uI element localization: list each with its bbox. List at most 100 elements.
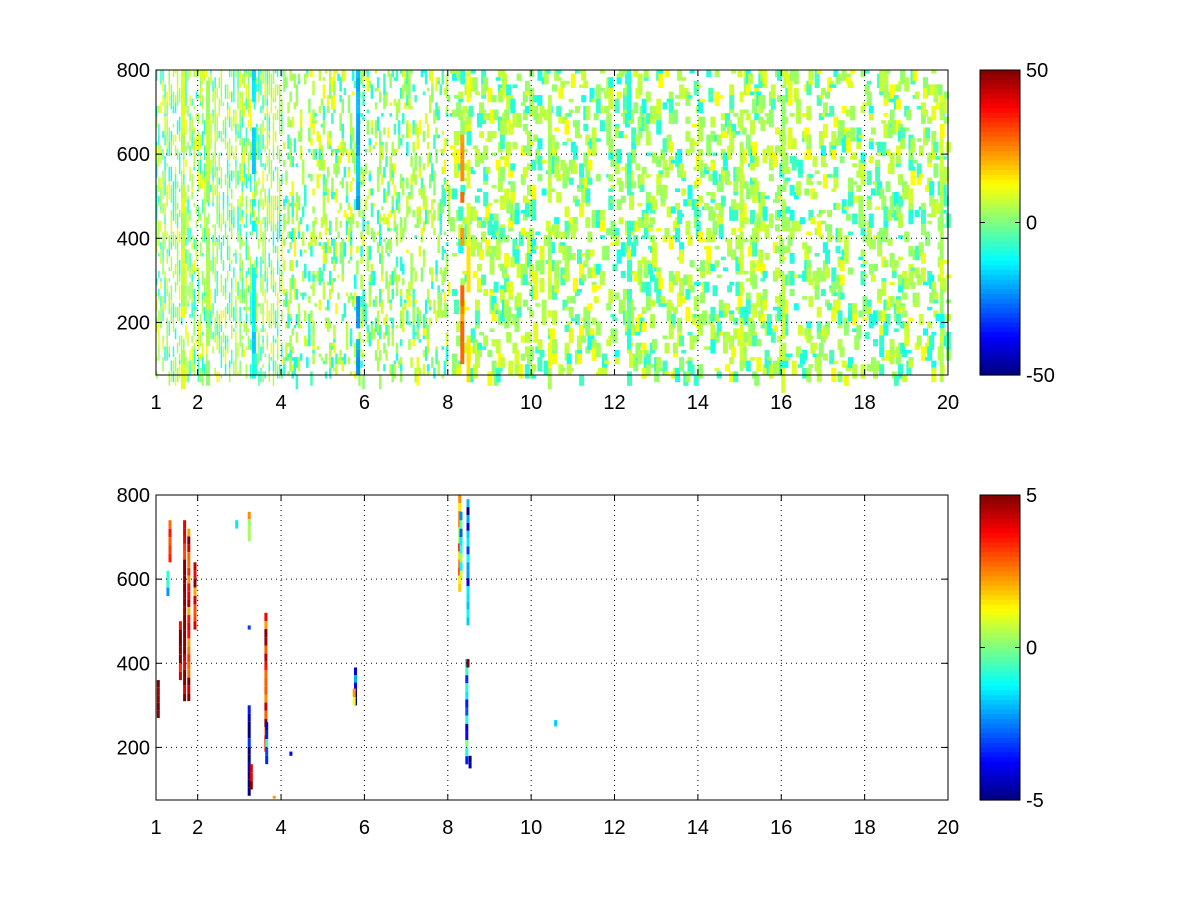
- heatmap-cell: [595, 220, 601, 228]
- heatmap-cell: [695, 267, 701, 271]
- heatmap-cell: [535, 231, 541, 236]
- heatmap-cell: [908, 188, 914, 203]
- heatmap-cell: [564, 324, 570, 332]
- heatmap-cell: [574, 314, 580, 325]
- heatmap-cell: [354, 152, 357, 157]
- heatmap-cell: [231, 70, 233, 74]
- heatmap-cell: [650, 299, 655, 307]
- heatmap-cell: [266, 156, 268, 167]
- heatmap-cell: [249, 263, 252, 279]
- heatmap-cell: [164, 105, 166, 114]
- heatmap-cell: [306, 224, 309, 232]
- heatmap-cell: [689, 285, 695, 293]
- colorbar-swatch: [980, 227, 1020, 233]
- heatmap-cell: [866, 231, 872, 246]
- heatmap-cell: [399, 174, 403, 189]
- heatmap-cell: [454, 95, 459, 99]
- heatmap-cell: [354, 274, 357, 289]
- heatmap-cell: [816, 213, 822, 218]
- heatmap-cell: [499, 224, 505, 228]
- heatmap-cell: [247, 177, 250, 182]
- heatmap-cell: [410, 174, 413, 185]
- heatmap-cell: [158, 253, 160, 257]
- heatmap-cell: [162, 98, 164, 106]
- heatmap-cell: [743, 181, 749, 189]
- heatmap-cell: [547, 177, 552, 203]
- heatmap-cell: [168, 353, 170, 358]
- heatmap-cell: [181, 170, 183, 182]
- heatmap-cell: [191, 335, 193, 343]
- heatmap-cell: [395, 148, 399, 153]
- heatmap-cell: [556, 260, 562, 264]
- heatmap-cell: [183, 520, 187, 529]
- heatmap-cell: [383, 331, 386, 340]
- heatmap-cell: [406, 70, 409, 85]
- heatmap-cell: [381, 274, 384, 282]
- heatmap-cell: [852, 213, 858, 225]
- heatmap-cell: [276, 292, 279, 307]
- heatmap-cell: [356, 113, 361, 131]
- heatmap-cell: [312, 335, 315, 347]
- heatmap-cell: [262, 242, 264, 253]
- colorbar-swatch: [980, 757, 1020, 763]
- heatmap-cell: [504, 253, 510, 268]
- heatmap-cell: [466, 617, 470, 626]
- heatmap-cell: [627, 371, 632, 386]
- heatmap-cell: [564, 120, 570, 135]
- heatmap-cell: [276, 220, 279, 228]
- heatmap-cell: [283, 141, 286, 149]
- heatmap-cell: [178, 621, 182, 630]
- heatmap-cell: [314, 303, 317, 307]
- heatmap-cell: [735, 166, 741, 182]
- heatmap-cell: [547, 235, 552, 261]
- heatmap-cell: [524, 199, 530, 203]
- heatmap-cell: [341, 357, 344, 361]
- heatmap-cell: [760, 220, 766, 232]
- heatmap-cell: [879, 91, 885, 96]
- heatmap-cell: [522, 267, 528, 275]
- heatmap-cell: [256, 306, 258, 322]
- heatmap-cell: [487, 131, 493, 142]
- heatmap-cell: [927, 306, 933, 311]
- heatmap-cell: [383, 127, 386, 135]
- heatmap-cell: [247, 721, 251, 730]
- heatmap-cell: [193, 288, 195, 304]
- heatmap-cell: [527, 184, 532, 196]
- heatmap-cell: [168, 545, 172, 554]
- heatmap-cell: [262, 303, 264, 314]
- heatmap-cell: [251, 192, 254, 203]
- heatmap-cell: [314, 120, 317, 124]
- heatmap-cell: [722, 267, 728, 271]
- heatmap-cell: [322, 285, 326, 300]
- heatmap-cell: [933, 163, 939, 178]
- heatmap-cell: [825, 321, 830, 329]
- heatmap-cell: [806, 267, 812, 282]
- heatmap-cell: [931, 371, 937, 383]
- heatmap-cell: [185, 163, 187, 167]
- y-tick-label: 400: [117, 653, 150, 675]
- heatmap-cell: [483, 288, 489, 297]
- heatmap-cell: [178, 646, 182, 655]
- heatmap-cell: [322, 209, 326, 225]
- heatmap-cell: [697, 364, 703, 379]
- colorbar-swatch: [980, 661, 1020, 668]
- heatmap-cell: [212, 109, 214, 117]
- heatmap-cell: [297, 314, 301, 329]
- heatmap-cell: [439, 292, 442, 307]
- heatmap-cell: [195, 134, 198, 149]
- heatmap-cell: [408, 321, 411, 325]
- heatmap-cell: [197, 206, 200, 218]
- heatmap-cell: [370, 84, 374, 99]
- heatmap-cell: [343, 353, 347, 365]
- heatmap-cell: [247, 526, 251, 534]
- heatmap-cell: [459, 562, 463, 571]
- heatmap-cell: [368, 281, 372, 286]
- heatmap-cell: [627, 70, 631, 96]
- heatmap-cell: [908, 357, 914, 361]
- heatmap-cell: [879, 346, 885, 358]
- heatmap-cell: [389, 163, 392, 171]
- heatmap-cell: [266, 113, 268, 121]
- heatmap-cell: [164, 278, 166, 293]
- heatmap-cell: [183, 551, 187, 560]
- heatmap-cell: [750, 163, 755, 171]
